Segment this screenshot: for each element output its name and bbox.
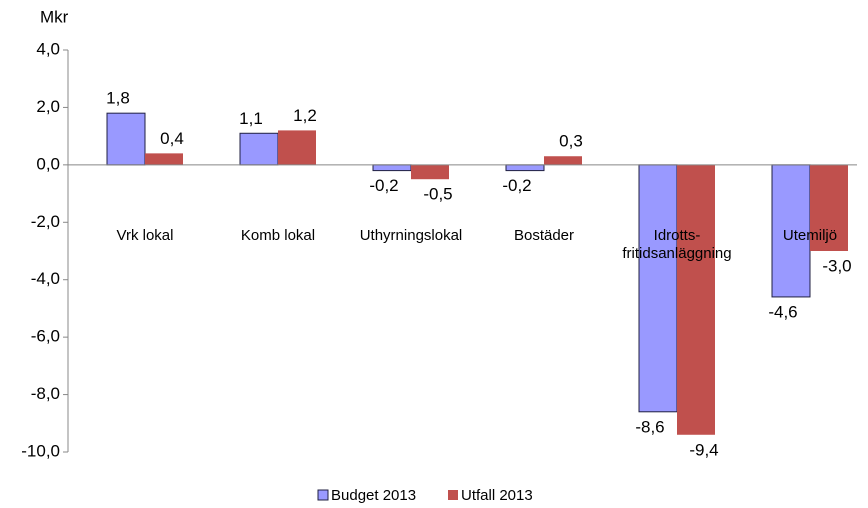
- value-label: -0,2: [369, 176, 398, 195]
- x-tick-label: Idrotts-fritidsanläggning: [622, 227, 731, 262]
- y-tick-label: -2,0: [31, 212, 60, 231]
- legend-swatch: [448, 490, 458, 500]
- bar: [810, 164, 848, 251]
- value-label: -3,0: [822, 256, 851, 275]
- bar: [239, 132, 279, 166]
- legend-label: Utfall 2013: [461, 487, 533, 504]
- bar: [677, 164, 715, 435]
- legend-label: Budget 2013: [331, 487, 416, 504]
- legend-swatch: [317, 489, 329, 501]
- bar: [544, 156, 582, 165]
- y-tick-label: 2,0: [36, 97, 60, 116]
- value-label: 1,2: [293, 106, 317, 125]
- y-tick-label: -6,0: [31, 327, 60, 346]
- value-label: -9,4: [689, 440, 718, 459]
- x-tick-label: Vrk lokal: [117, 227, 174, 244]
- x-tick-label: Utemiljö: [783, 227, 837, 244]
- value-label: -4,6: [768, 302, 797, 321]
- y-tick-label: 4,0: [36, 39, 60, 58]
- bar: [372, 164, 412, 172]
- bar: [145, 153, 183, 165]
- y-tick-label: -10,0: [21, 441, 60, 460]
- x-tick-label: Bostäder: [514, 227, 574, 244]
- x-tick-label: Uthyrningslokal: [360, 227, 463, 244]
- value-label: -8,6: [635, 417, 664, 436]
- value-label: -0,5: [423, 185, 452, 204]
- value-label: 0,3: [559, 132, 583, 151]
- bar: [638, 164, 678, 413]
- bar: [106, 112, 146, 166]
- bar: [411, 164, 449, 180]
- value-label: -0,2: [502, 176, 531, 195]
- bar: [505, 164, 545, 172]
- value-label: 1,1: [239, 109, 263, 128]
- y-axis-label: Mkr: [40, 7, 69, 26]
- bar: [278, 130, 316, 165]
- x-tick-label: Komb lokal: [241, 227, 315, 244]
- y-tick-label: -8,0: [31, 384, 60, 403]
- value-label: 0,4: [160, 129, 184, 148]
- y-tick-label: -4,0: [31, 269, 60, 288]
- y-tick-label: 0,0: [36, 154, 60, 173]
- value-label: 1,8: [106, 89, 130, 108]
